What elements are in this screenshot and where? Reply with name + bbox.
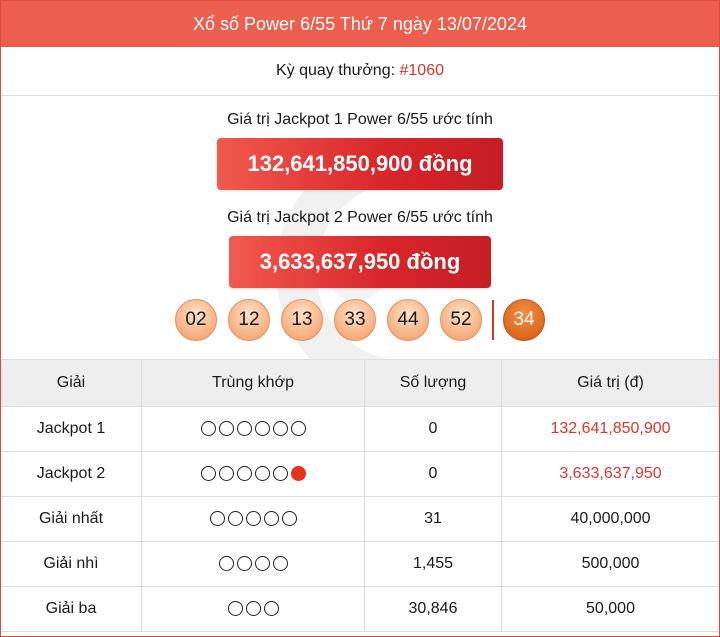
column-header: Giải [1,359,142,407]
prize-name: Giải nhì [1,541,142,587]
table-row: Jackpot 2 0 3,633,637,950 [1,451,719,497]
jackpot1-label: Giá trị Jackpot 1 Power 6/55 ước tính [227,111,493,128]
draw-label: Kỳ quay thưởng: [276,62,400,79]
draw-info: Kỳ quay thưởng: #1060 [1,47,719,96]
match-circle-icon [254,556,270,572]
column-header: Số lượng [364,359,502,407]
match-circle-icon [281,511,297,527]
number-ball: 12 [228,299,270,341]
table-row: Giải ba 30,846 50,000 [1,586,719,632]
power-ball: 34 [503,299,545,341]
column-header: Trùng khớp [141,359,365,407]
table-row: Giải nhì 1,455 500,000 [1,541,719,587]
match-circle-icon [272,556,288,572]
jackpot1-value: 132,641,850,900 đồng [217,138,503,190]
match-circle-icon [254,466,270,482]
jackpot2-label: Giá trị Jackpot 2 Power 6/55 ước tính [227,209,493,226]
prize-value: 132,641,850,900 [501,406,719,452]
draw-number[interactable]: #1060 [399,62,445,79]
winner-count: 1,455 [364,541,502,587]
winning-numbers: 02 12 13 33 44 52 34 [1,296,719,344]
match-circle-icon [209,511,225,527]
prize-value: 500,000 [501,541,719,587]
prize-value: 3,633,637,950 [501,451,719,497]
prize-name: Giải nhất [1,496,142,542]
jackpot2-value: 3,633,637,950 đồng [229,236,491,288]
prize-value: 40,000,000 [501,496,719,542]
match-circle-icon [263,511,279,527]
match-circle-icon [200,466,216,482]
match-circle-icon [263,601,279,617]
prize-name: Jackpot 2 [1,451,142,497]
prize-name: Jackpot 1 [1,406,142,452]
match-circle-icon [218,421,234,437]
match-circle-icon [272,421,288,437]
match-circle-icon [245,511,261,527]
match-circle-icon [200,421,216,437]
number-ball: 44 [387,299,429,341]
match-circles [200,466,306,482]
match-indicator [141,496,365,542]
match-indicator [141,541,365,587]
match-circles [209,511,297,527]
winner-count: 0 [364,406,502,452]
table-header-row: Giải Trùng khớp Số lượng Giá trị (đ) [1,359,719,407]
match-indicator [141,451,365,497]
winner-count: 30,846 [364,586,502,632]
page-title: Xổ số Power 6/55 Thứ 7 ngày 13/07/2024 [1,1,719,47]
match-circle-icon [227,511,243,527]
match-circle-icon [290,421,306,437]
prize-value: 50,000 [501,586,719,632]
match-circle-icon [236,421,252,437]
table-row: Giải nhất 31 40,000,000 [1,496,719,542]
column-header: Giá trị (đ) [501,359,719,407]
number-ball: 52 [440,299,482,341]
match-circle-icon [245,601,261,617]
number-ball: 33 [334,299,376,341]
match-indicator [141,406,365,452]
table-row: Jackpot 1 0 132,641,850,900 [1,406,719,452]
match-circle-icon [254,421,270,437]
match-circle-icon [218,556,234,572]
number-ball: 02 [175,299,217,341]
match-circles [227,601,279,617]
match-indicator [141,586,365,632]
match-circle-icon [236,466,252,482]
match-circle-icon [218,466,234,482]
prize-name: Giải ba [1,586,142,632]
match-circle-icon [236,556,252,572]
divider [491,300,494,340]
prize-table: Giải Trùng khớp Số lượng Giá trị (đ) Jac… [1,359,719,632]
match-circle-icon [227,601,243,617]
power-circle-icon [290,466,306,482]
match-circles [218,556,288,572]
winner-count: 0 [364,451,502,497]
winner-count: 31 [364,496,502,542]
number-ball: 13 [281,299,323,341]
match-circles [200,421,306,437]
match-circle-icon [272,466,288,482]
